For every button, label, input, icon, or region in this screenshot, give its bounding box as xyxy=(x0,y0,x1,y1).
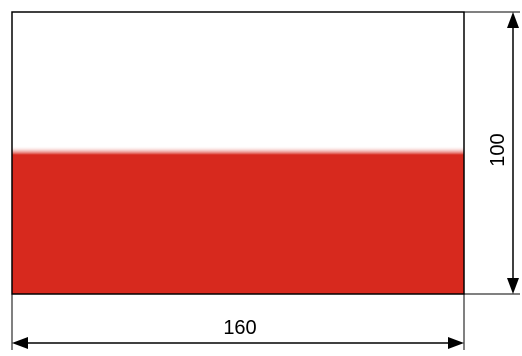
height-dimension-line xyxy=(507,12,519,294)
width-label: 160 xyxy=(223,317,256,339)
width-dimension-line xyxy=(12,337,464,349)
width-arrow-left-icon xyxy=(12,337,28,349)
flag-outline xyxy=(11,11,465,295)
width-arrow-right-icon xyxy=(448,337,464,349)
height-arrow-bottom-icon xyxy=(507,278,519,294)
height-label: 100 xyxy=(487,133,509,166)
height-arrow-top-icon xyxy=(507,12,519,28)
flag-red-band xyxy=(12,146,464,294)
flag-white-band xyxy=(12,12,464,153)
